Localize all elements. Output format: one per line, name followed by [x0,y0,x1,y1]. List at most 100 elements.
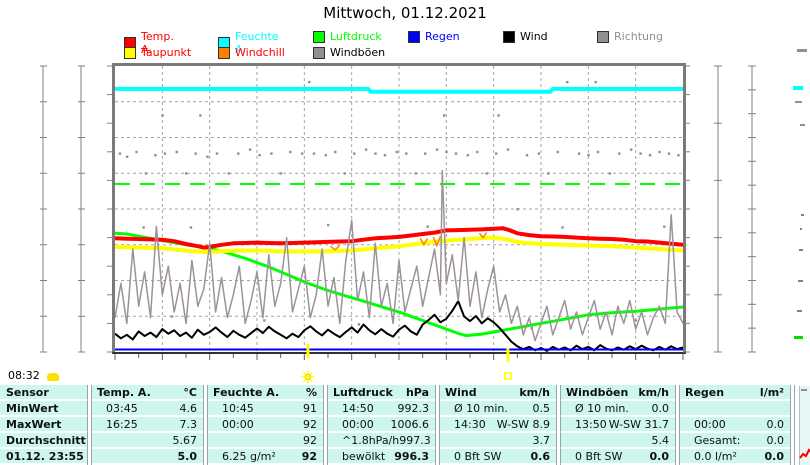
table-cell: 6.25 g/m² 92 [208,449,323,465]
table-cell: 00:00 92 [208,417,323,433]
cutoff-axis-fragment [795,101,802,103]
cell-value: 992.3 [397,401,430,415]
cell-time: 10:45 [222,401,254,415]
series-richtung [556,150,559,154]
legend-label: Windchill [235,46,285,59]
series-richtung [343,172,346,175]
table-cell: 3.7 [440,433,556,449]
series-richtung [435,148,439,151]
series-richtung [194,152,197,155]
plot-border-left [112,63,115,353]
cutoff-axis-fragment [799,249,803,251]
sunset-marker-icon [504,372,512,380]
series-richtung [442,114,446,117]
series-temp-a- [114,226,684,250]
legend-item-richtung[interactable]: Richtung [597,30,663,43]
legend-swatch [313,30,325,43]
series-richtung [658,150,661,154]
legend-label: Richtung [614,30,663,43]
cell-time: 03:45 [106,401,138,415]
column-unit: l/m² [759,385,784,399]
series-richtung [497,114,500,117]
series-windchill [329,244,341,251]
page-title: Mittwoch, 01.12.2021 [323,4,487,22]
cell-value: 5.67 [172,433,198,447]
legend-item-regen[interactable]: Regen [408,30,460,43]
cutoff-axis-fragment [797,310,802,312]
table-column-header: Regen l/m² [680,385,790,401]
series-richtung [118,152,122,155]
cell-value: 7.3 [179,417,198,431]
series-richtung [258,153,261,157]
table-column-header: Temp. A. °C [92,385,203,401]
series-richtung [594,80,597,84]
legend-label: Luftdruck [330,30,382,43]
legend-swatch [503,30,515,43]
series-richtung [677,153,680,157]
series-richtung [215,152,219,155]
series-windchill [432,235,442,248]
series-richtung [485,172,488,175]
cell-value: 0.0 [766,417,785,431]
series-richtung [566,80,569,84]
series-richtung [206,155,209,158]
column-unit: hPa [405,385,429,399]
table-row-label: 01.12. 23:55 [0,449,87,465]
cell-time: Gesamt: [694,433,741,447]
legend-item-windchill[interactable]: Windchill [218,46,285,59]
table-row-label: Sensor [0,385,87,401]
series-richtung [629,148,633,151]
legend-item-windb-en[interactable]: Windböen [313,46,385,59]
series-richtung [383,153,387,157]
series-richtung [454,152,458,155]
series-richtung [608,172,612,175]
cell-time: 0.0 l/m² [694,449,737,463]
series-richtung [364,148,368,151]
series-richtung [175,150,178,154]
table-cell: 0.0 l/m² 0.0 [680,449,790,465]
cell-value: 0.0 [764,449,785,463]
table-cell: Ø 10 min. 0.5 [440,401,556,417]
cell-value: 3.7 [532,433,551,447]
series-richtung [353,152,356,155]
series-richtung [300,152,304,155]
table-cell: 00:00 1006.6 [328,417,435,433]
legend-item-feuchte-a-[interactable]: Feuchte A. [218,30,279,56]
series-richtung [248,148,252,151]
table-cell: 0 Bft SW 0.0 [561,449,675,465]
series-richtung [424,152,427,155]
series-richtung [663,225,666,228]
cell-time: 16:25 [106,417,138,431]
table-row-label: MinWert [0,401,87,417]
series-richtung [596,150,600,154]
table-cell: 03:45 4.6 [92,401,203,417]
series-richtung [189,226,193,229]
series-richtung [445,150,448,154]
table-cell: Gesamt: 0.0 [680,433,790,449]
series-richtung [618,152,621,155]
cell-value: 92 [301,449,317,463]
series-richtung [135,150,138,154]
series-taupunkt [114,235,684,254]
series-richtung [289,150,292,154]
cell-time: 00:00 [694,417,726,431]
legend-item-temp-a-[interactable]: Temp. A. [124,30,174,56]
column-name: Luftdruck [333,385,393,399]
legend-label: Temp. A. [141,30,174,56]
legend-item-wind[interactable]: Wind [503,30,548,43]
series-richtung [161,114,164,117]
series-richtung [237,152,240,155]
legend-label: Feuchte A. [235,30,279,56]
cell-time: Ø 10 min. [454,401,508,415]
series-richtung [577,152,581,155]
legend-item-luftdruck[interactable]: Luftdruck [313,30,382,43]
table-column-header: Feuchte A.% [208,385,323,401]
series-richtung [125,155,129,158]
cell-value: 0.5 [532,401,551,415]
series-richtung [405,152,408,155]
legend-item-taupunkt[interactable]: Taupunkt [124,46,191,59]
series-richtung [516,208,519,211]
series-richtung [466,153,470,157]
